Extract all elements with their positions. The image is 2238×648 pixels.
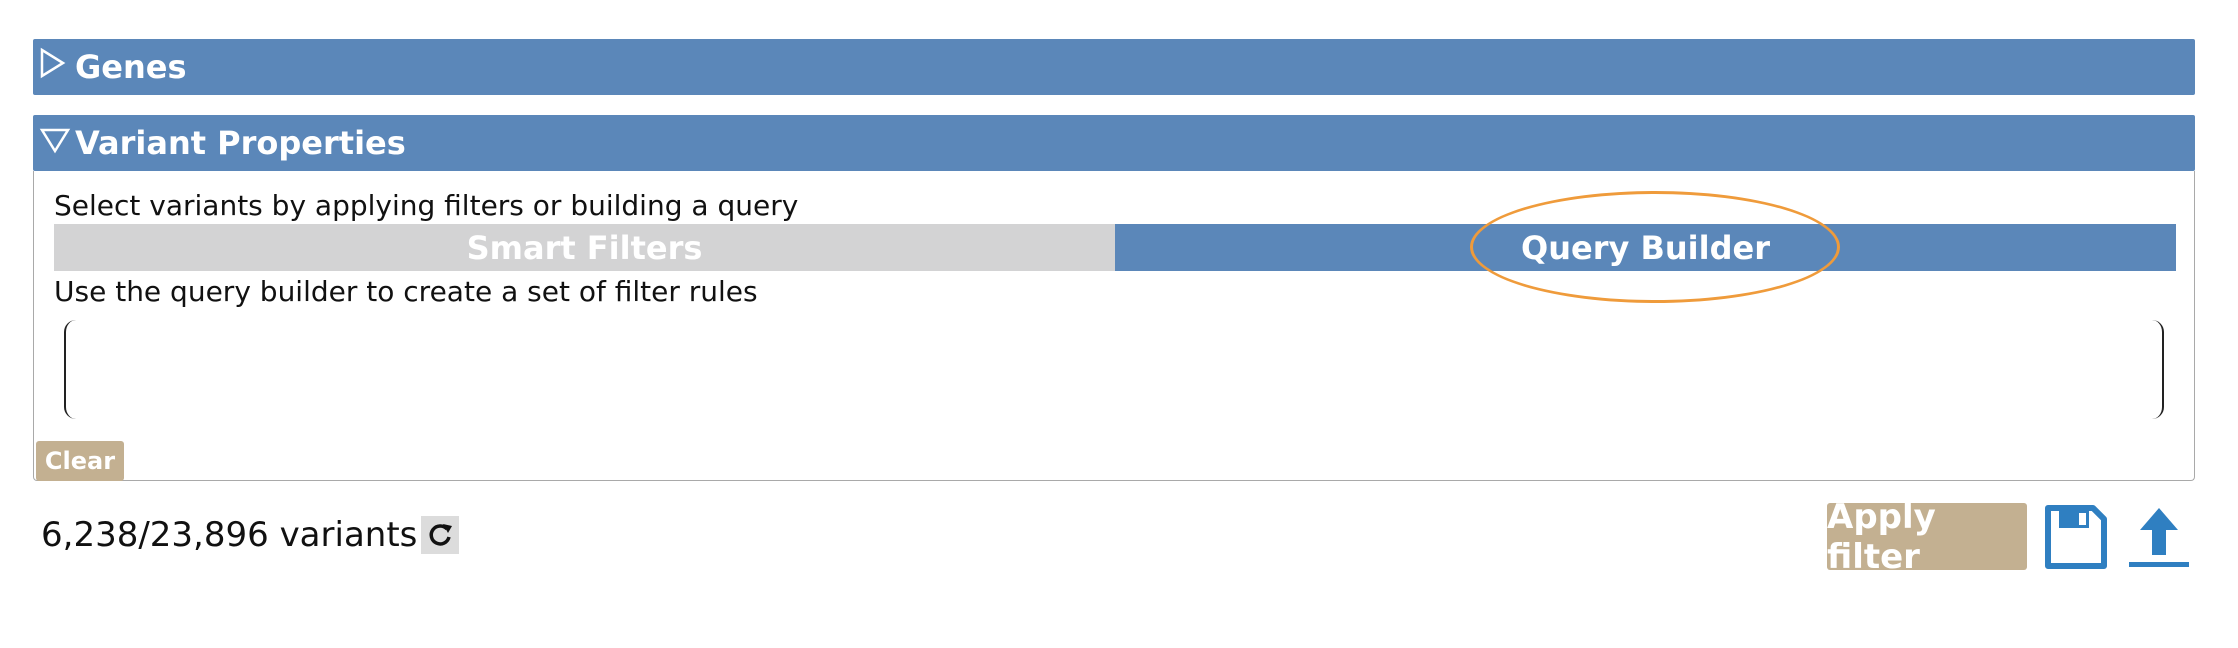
filter-mode-tabs: Smart Filters Query Builder	[54, 224, 2176, 271]
variant-count-text: 6,238/23,896 variants	[41, 515, 418, 555]
upload-icon[interactable]	[2126, 505, 2192, 571]
apply-filter-button[interactable]: Apply filter	[1827, 497, 2027, 577]
triangle-down-icon	[39, 124, 71, 162]
genes-panel-title: Genes	[75, 48, 187, 86]
refresh-icon[interactable]	[421, 516, 460, 554]
tab-query-builder[interactable]: Query Builder	[1115, 224, 2176, 271]
variant-properties-panel-title: Variant Properties	[75, 124, 406, 162]
variant-properties-panel-header[interactable]: Variant Properties	[33, 115, 2195, 171]
clear-button[interactable]: Clear	[36, 441, 124, 481]
query-builder-description: Use the query builder to create a set of…	[54, 275, 758, 308]
triangle-right-icon	[39, 47, 71, 87]
variant-properties-panel-body: Select variants by applying filters or b…	[33, 171, 2195, 481]
variant-count: 6,238/23,896 variants	[41, 515, 460, 555]
tab-smart-filters[interactable]: Smart Filters	[54, 224, 1115, 271]
filter-description: Select variants by applying filters or b…	[54, 189, 799, 222]
genes-panel-header[interactable]: Genes	[33, 39, 2195, 95]
query-builder-area[interactable]	[64, 320, 2164, 419]
floppy-disk-icon[interactable]	[2045, 505, 2107, 569]
